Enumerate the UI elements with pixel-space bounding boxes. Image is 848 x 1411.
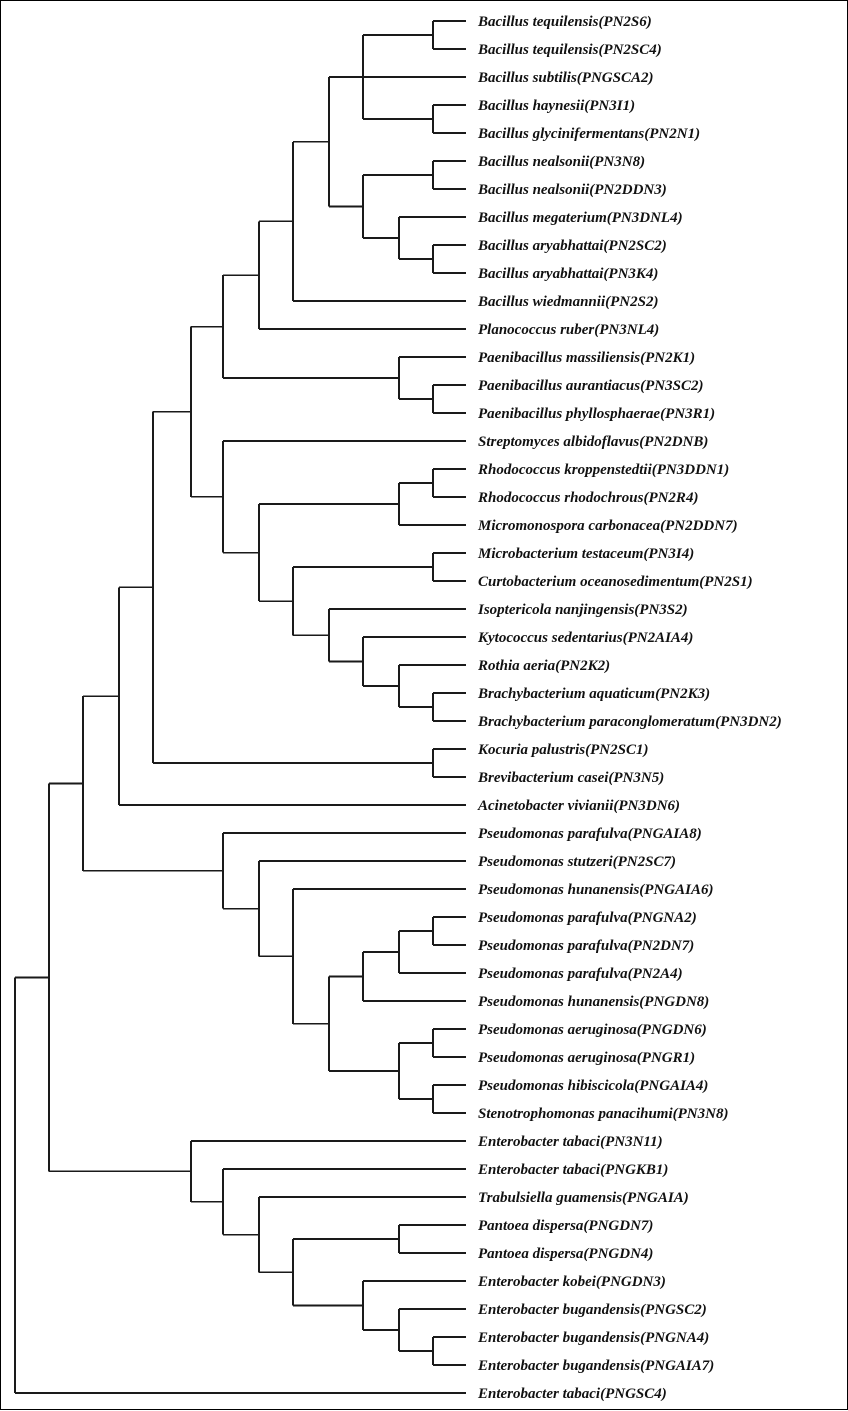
taxon-label: Streptomyces albidoflavus(PN2DNB) (478, 434, 708, 450)
taxon-label: Paenibacillus aurantiacus(PN3SC2) (478, 378, 703, 394)
taxon-label: Planococcus ruber(PN3NL4) (478, 322, 659, 338)
taxon-label: Pseudomonas hunanensis(PNGDN8) (478, 994, 709, 1010)
taxon-label: Pseudomonas parafulva(PNGNA2) (478, 910, 697, 926)
taxon-label: Pseudomonas aeruginosa(PNGR1) (478, 1050, 695, 1066)
taxon-label: Pseudomonas hunanensis(PNGAIA6) (478, 882, 713, 898)
taxon-label: Enterobacter bugandensis(PNGNA4) (477, 1330, 709, 1346)
taxon-label: Rothia aeria(PN2K2) (477, 658, 610, 674)
taxon-label: Curtobacterium oceanosedimentum(PN2S1) (478, 574, 753, 590)
tree-branches (14, 20, 466, 1394)
taxon-labels: Bacillus tequilensis(PN2S6) Bacillus tequ… (477, 14, 782, 1402)
taxon-label: Kocuria palustris(PN2SC1) (477, 742, 648, 758)
taxon-label: Enterobacter tabaci(PN3N11) (477, 1134, 663, 1150)
taxon-label: Enterobacter bugandensis(PNGSC2) (477, 1302, 707, 1318)
taxon-label: Enterobacter tabaci(PNGKB1) (477, 1162, 668, 1178)
taxon-label: Micromonospora carbonacea(PN2DDN7) (477, 518, 738, 534)
taxon-label: Bacillus nealsonii(PN3N8) (477, 154, 645, 170)
taxon-label: Brachybacterium aquaticum(PN2K3) (477, 686, 710, 702)
taxon-label: Enterobacter bugandensis(PNGAIA7) (477, 1358, 714, 1374)
taxon-label: Pseudomonas aeruginosa(PNGDN6) (478, 1022, 707, 1038)
taxon-label: Enterobacter tabaci(PNGSC4) (477, 1386, 667, 1402)
taxon-label: Bacillus subtilis(PNGSCA2) (477, 70, 653, 86)
taxon-label: Rhodococcus kroppenstedtii(PN3DDN1) (477, 462, 729, 478)
taxon-label: Pseudomonas stutzeri(PN2SC7) (478, 854, 676, 870)
taxon-label: Pseudomonas parafulva(PN2DN7) (478, 938, 694, 954)
taxon-label: Isoptericola nanjingensis(PN3S2) (477, 602, 688, 618)
taxon-label: Trabulsiella guamensis(PNGAIA) (478, 1190, 689, 1206)
taxon-label: Pseudomonas parafulva(PNGAIA8) (478, 826, 702, 842)
taxon-label: Bacillus tequilensis(PN2S6) (477, 14, 652, 30)
taxon-label: Paenibacillus phyllosphaerae(PN3R1) (478, 406, 715, 422)
taxon-label: Brevibacterium casei(PN3N5) (477, 770, 664, 786)
taxon-label: Stenotrophomonas panacihumi(PN3N8) (478, 1106, 728, 1122)
taxon-label: Bacillus aryabhattai(PN3K4) (477, 266, 658, 282)
taxon-label: Bacillus wiedmannii(PN2S2) (477, 294, 658, 310)
taxon-label: Pantoea dispersa(PNGDN7) (478, 1218, 653, 1234)
taxon-label: Acinetobacter vivianii(PN3DN6) (477, 798, 680, 814)
taxon-label: Paenibacillus massiliensis(PN2K1) (478, 350, 695, 366)
taxon-label: Bacillus haynesii(PN3I1) (477, 98, 635, 114)
taxon-label: Rhodococcus rhodochrous(PN2R4) (477, 490, 698, 506)
taxon-label: Bacillus aryabhattai(PN2SC2) (477, 238, 667, 254)
taxon-label: Pseudomonas hibiscicola(PNGAIA4) (478, 1078, 708, 1094)
taxon-label: Bacillus megaterium(PN3DNL4) (477, 210, 683, 226)
taxon-label: Pantoea dispersa(PNGDN4) (478, 1246, 653, 1262)
taxon-label: Bacillus glycinifermentans(PN2N1) (477, 126, 700, 142)
taxon-label: Brachybacterium paraconglomeratum(PN3DN2… (477, 714, 782, 730)
taxon-label: Bacillus nealsonii(PN2DDN3) (477, 182, 667, 198)
taxon-label: Kytococcus sedentarius(PN2AIA4) (477, 630, 693, 646)
taxon-label: Bacillus tequilensis(PN2SC4) (477, 42, 662, 58)
taxon-label: Microbacterium testaceum(PN3I4) (477, 546, 694, 562)
taxon-label: Pseudomonas parafulva(PN2A4) (478, 966, 683, 982)
taxon-label: Enterobacter kobei(PNGDN3) (477, 1274, 666, 1290)
